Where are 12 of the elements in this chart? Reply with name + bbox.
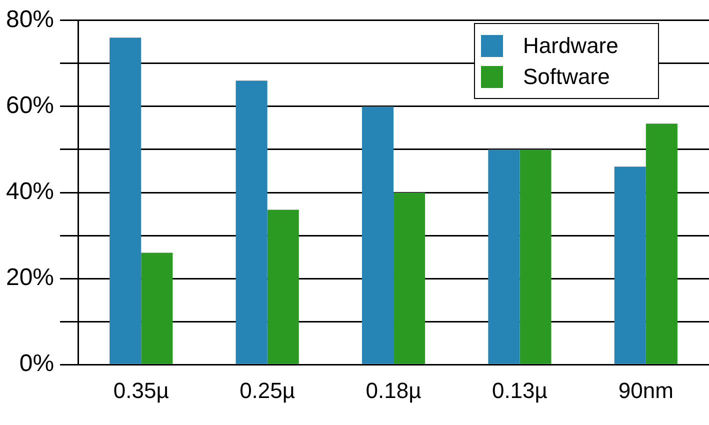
x-tick-label: 0.35µ — [113, 378, 170, 403]
legend-label: Hardware — [523, 32, 618, 60]
y-tick-label: 60% — [6, 92, 54, 120]
y-tick-label: 40% — [6, 178, 54, 206]
y-tick-label: 20% — [6, 264, 54, 292]
legend-label: Software — [523, 63, 610, 92]
y-tick-label: 0% — [19, 350, 54, 378]
y-tick-label: 80% — [6, 6, 54, 34]
x-tick-label: 0.25µ — [240, 378, 296, 403]
x-tick-label: 0.13µ — [492, 378, 548, 403]
x-tick-label: 0.18µ — [366, 378, 422, 403]
x-tick-label: 90nm — [618, 378, 674, 403]
